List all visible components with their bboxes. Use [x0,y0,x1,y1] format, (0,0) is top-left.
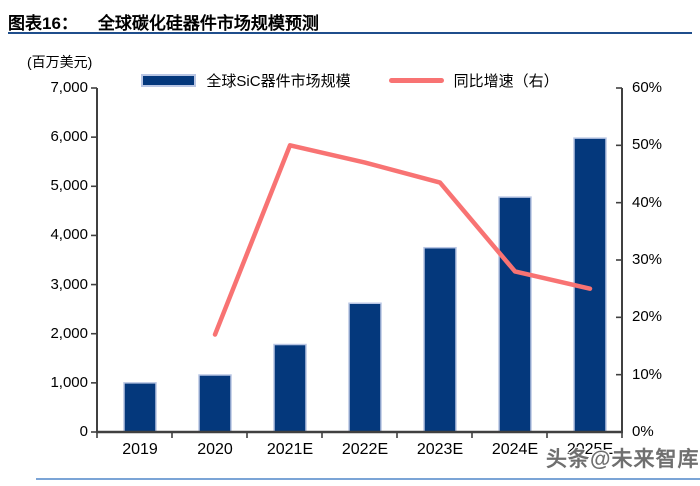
bar-2023E [423,246,457,433]
bar-series-label: 全球SiC器件市场规模 [206,73,351,90]
legend-item-line-series: 同比增速（右） [388,70,559,91]
x-tick-label-2019: 2019 [122,441,158,458]
y-axis-unit-label: (百万美元) [27,54,93,70]
bar-2022E [348,302,382,433]
y-right-tick-label: 60% [632,79,663,96]
x-tick-label-2024E: 2024E [491,441,539,458]
y-left-tick-label: 6,000 [50,128,88,146]
watermark-text: 头条@未来智库 [546,448,700,471]
x-tick-label-2023E: 2023E [416,441,464,458]
bar-series-swatch [141,74,197,87]
figure-header: 图表16： 全球碳化硅器件市场规模预测 [8,9,692,34]
bar-2019 [123,382,157,433]
y-right-tick-label: 20% [632,308,663,326]
legend-item-bar-series: 全球SiC器件市场规模 [141,70,351,91]
chart-legend: 全球SiC器件市场规模 同比增速（右） [40,70,660,91]
x-tick-label-2020: 2020 [197,441,233,458]
line-series-swatch [388,78,444,83]
chart-title: 全球碳化硅器件市场规模预测 [97,14,319,33]
y-left-tick-label: 7,000 [50,79,88,96]
line-series-label: 同比增速（右） [453,73,559,90]
bar-2024E [498,196,532,433]
bottom-divider [36,478,700,480]
y-left-tick-label: 4,000 [50,226,88,244]
y-left-tick-label: 5,000 [50,177,88,195]
y-left-tick-label: 2,000 [50,324,88,342]
bar-2021E [273,343,307,433]
y-right-tick-label: 10% [632,365,663,383]
y-left-tick-label: 3,000 [50,275,88,293]
x-tick-label-2021E: 2021E [266,441,314,458]
y-left-tick-label: 0 [79,423,88,440]
y-right-tick-label: 0% [632,423,654,440]
y-right-tick-label: 50% [632,136,663,154]
bar-2020 [198,374,232,433]
x-tick-label-2022E: 2022E [341,441,389,458]
title-underline [8,32,692,34]
y-left-tick-label: 1,000 [50,373,88,391]
y-right-tick-label: 30% [632,251,663,268]
growth-rate-line [212,143,593,337]
x-tick-label-2025E: 2025E [566,441,614,458]
figure-number: 图表16： [8,14,78,33]
y-right-tick-label: 40% [632,193,663,211]
